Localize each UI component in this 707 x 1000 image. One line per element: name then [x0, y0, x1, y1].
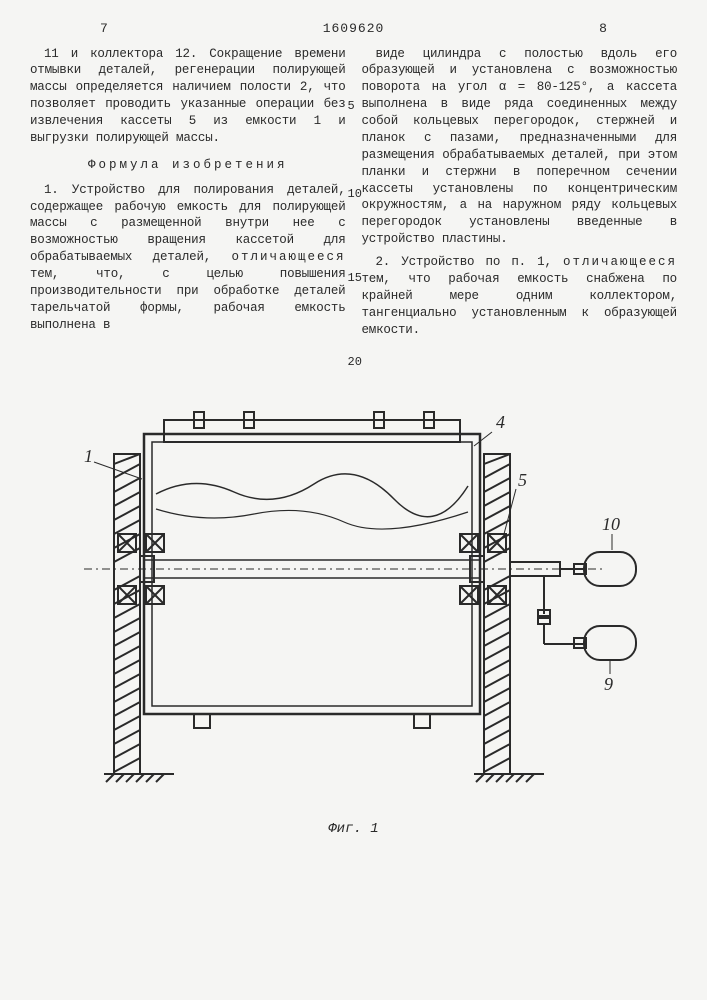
label-4: 4 — [496, 412, 505, 432]
line-marker: 5 — [348, 98, 355, 114]
claim-2b: тем, что рабочая емкость снабжена по кра… — [362, 272, 678, 337]
left-column: 11 и коллектора 12. Сокращение времени о… — [30, 46, 346, 345]
text-columns: 5 10 15 20 11 и коллектора 12. Сокращени… — [30, 46, 677, 345]
outer-container — [144, 434, 480, 728]
line-marker: 20 — [348, 354, 362, 370]
claim-1: 1. Устройство для полирования деталей, с… — [30, 182, 346, 334]
line-marker: 10 — [348, 186, 362, 202]
intro-paragraph: 11 и коллектора 12. Сокращение времени о… — [30, 46, 346, 147]
top-assembly — [164, 412, 460, 442]
central-shaft — [84, 556, 604, 582]
mass-surface — [156, 474, 468, 517]
motor-10 — [574, 552, 636, 586]
claim-1-continuation: виде цилиндра с полостью вдоль его образ… — [362, 46, 678, 249]
line-marker: 15 — [348, 270, 362, 286]
label-10: 10 — [602, 514, 620, 534]
right-column-number: 8 — [599, 20, 607, 38]
claim-2a: 2. Устройство по п. 1, — [376, 255, 563, 269]
figure-svg: 1 4 5 10 9 — [44, 374, 664, 814]
motor-9 — [574, 626, 636, 660]
label-1: 1 — [84, 446, 93, 466]
document-number: 1609620 — [323, 20, 385, 38]
claim-2-spaced: отличающееся — [563, 255, 677, 269]
page-header: 7 1609620 8 — [30, 20, 677, 38]
ground-hatch-left — [104, 774, 174, 782]
ground-hatch-right — [474, 774, 544, 782]
right-support — [484, 454, 510, 774]
left-column-number: 7 — [100, 20, 108, 38]
right-column: виде цилиндра с полостью вдоль его образ… — [362, 46, 678, 345]
claim-1-cont: тем, что, с целью повышения производител… — [30, 267, 346, 332]
label-9: 9 — [604, 674, 613, 694]
gear-coupling — [538, 576, 584, 644]
label-leaders — [94, 432, 612, 674]
claim-1-spaced: отличающееся — [231, 250, 345, 264]
formula-title: Формула изобретения — [30, 157, 346, 174]
label-5: 5 — [518, 470, 527, 490]
figure-1: 1 4 5 10 9 — [30, 374, 677, 814]
figure-caption: Фиг. 1 — [30, 820, 677, 839]
left-support — [114, 454, 140, 774]
claim-2: 2. Устройство по п. 1, отличающееся тем,… — [362, 254, 678, 338]
